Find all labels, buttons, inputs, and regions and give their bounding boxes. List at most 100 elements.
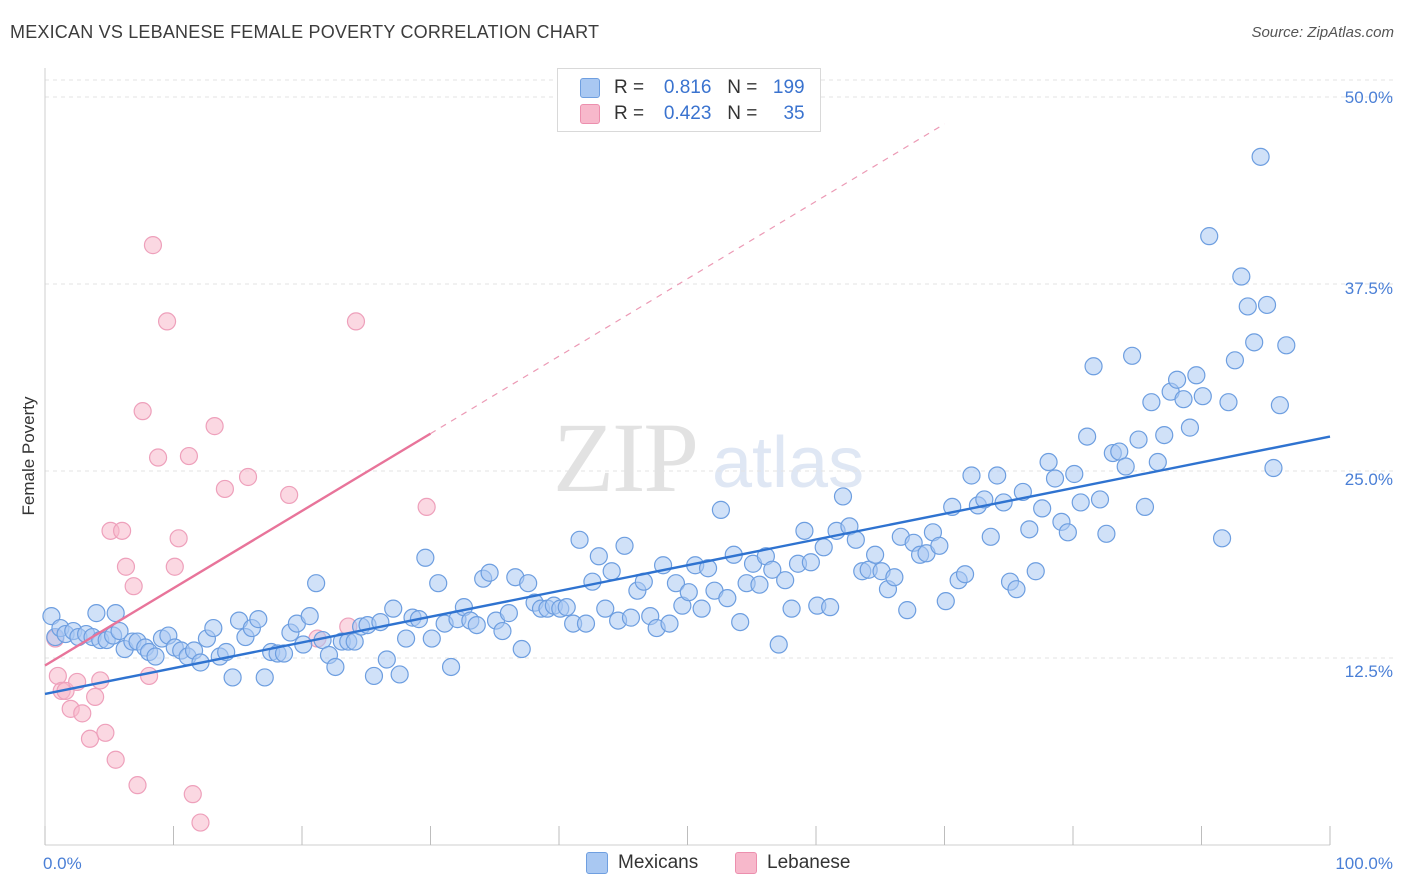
- trend-lines: [44, 123, 1331, 696]
- mexicans-point: [384, 599, 403, 618]
- mexicans-point: [1078, 427, 1097, 446]
- mexicans-point: [1251, 147, 1270, 166]
- mexicans-point: [975, 490, 994, 509]
- mexicans-point: [87, 604, 106, 623]
- y-tick-label-25: 25.0%: [1345, 470, 1393, 489]
- watermark-zip: ZIP: [553, 402, 699, 513]
- mexicans-point: [711, 500, 731, 519]
- mexicans-point: [1187, 366, 1206, 385]
- mexicans-point: [763, 560, 782, 579]
- mexicans-point: [1110, 442, 1129, 461]
- mexicans-point: [821, 598, 840, 617]
- mexicans-point: [1270, 396, 1289, 415]
- lebanese-point: [215, 479, 234, 499]
- lebanese-point: [238, 467, 258, 487]
- mexicans-point: [519, 574, 538, 593]
- mexicans-point: [377, 650, 396, 669]
- mexicans-point: [146, 647, 165, 666]
- lebanese-point: [157, 312, 177, 331]
- mexicans-point: [249, 610, 268, 629]
- mexicans-point: [621, 608, 641, 627]
- lebanese-point: [191, 813, 210, 832]
- mexicans-point: [255, 668, 274, 687]
- lebanese-legend-label: Lebanese: [767, 852, 851, 873]
- mexicans-point: [223, 668, 242, 687]
- lebanese-points: [46, 236, 436, 832]
- mexicans-point: [898, 601, 917, 620]
- mexicans-point: [1097, 524, 1116, 543]
- lebanese-legend-swatch: [735, 852, 757, 874]
- mexicans-point: [1200, 227, 1219, 246]
- mexicans-point: [731, 612, 750, 632]
- mexicans-point: [110, 621, 129, 641]
- lebanese-swatch: [580, 104, 600, 124]
- y-tick-label-37-5: 37.5%: [1345, 279, 1393, 298]
- mexicans-point: [750, 575, 769, 594]
- mexicans-point: [1007, 580, 1026, 599]
- mexicans-point: [782, 599, 801, 618]
- y-tick-label-50: 50.0%: [1345, 88, 1393, 107]
- lebanese-point: [86, 687, 105, 706]
- mexicans-point: [718, 589, 737, 608]
- mexicans-point: [441, 657, 461, 677]
- mexicans-point: [1129, 430, 1148, 449]
- r-value: 0.816: [663, 77, 712, 98]
- r-label: R =: [614, 103, 645, 124]
- lebanese-point: [48, 666, 67, 686]
- lebanese-point: [116, 557, 136, 576]
- mexicans-point: [557, 598, 576, 617]
- lebanese-point: [80, 729, 100, 748]
- mexicans-point: [300, 607, 319, 626]
- mexicans-point: [493, 621, 512, 641]
- mexicans-point: [1232, 267, 1251, 286]
- mexicans-point: [936, 592, 955, 611]
- mexicans-point: [1033, 499, 1052, 518]
- mexicans-point: [1180, 418, 1200, 437]
- mexicans-point: [1116, 457, 1135, 476]
- lebanese-point: [169, 529, 188, 548]
- legend-item-mexicans: Mexicans: [586, 852, 698, 874]
- mexicans-point: [499, 604, 518, 623]
- lebanese-point: [148, 448, 168, 467]
- mexicans-point: [885, 568, 904, 587]
- mexicans-point: [1264, 458, 1283, 478]
- mexicans-point: [698, 559, 718, 578]
- mexicans-point: [1142, 393, 1161, 412]
- lebanese-point: [139, 666, 159, 686]
- tick-marks: [44, 826, 1331, 845]
- mexicans-point: [583, 572, 602, 591]
- mexicans-point: [429, 574, 448, 593]
- lebanese-point: [96, 723, 115, 742]
- mexicans-point: [480, 563, 499, 582]
- lebanese-point: [112, 521, 132, 540]
- mexicans-point: [467, 615, 486, 635]
- lebanese-point: [280, 485, 299, 505]
- mexicans-point: [422, 629, 441, 648]
- mexicans-point: [1058, 523, 1077, 542]
- axes: [44, 68, 1330, 846]
- lebanese-trendline: [44, 432, 432, 667]
- n-value: 199: [772, 77, 805, 98]
- mexicans-legend-swatch: [586, 852, 608, 874]
- mexicans-point: [679, 583, 698, 602]
- mexicans-point: [1277, 336, 1296, 355]
- lebanese-point: [205, 417, 224, 436]
- x-tick-label-100: 100.0%: [1335, 854, 1393, 873]
- chart-title: MEXICAN VS LEBANESE FEMALE POVERTY CORRE…: [10, 22, 600, 42]
- mexicans-point: [1084, 357, 1103, 376]
- source-credit: Source: ZipAtlas.com: [1251, 24, 1394, 41]
- lebanese-point: [417, 497, 436, 517]
- mexicans-point: [1219, 393, 1238, 412]
- x-tick-label-0: 0.0%: [43, 854, 82, 873]
- mexicans-point: [1212, 529, 1232, 548]
- mexicans-point: [1245, 333, 1264, 352]
- n-label: N =: [727, 77, 758, 98]
- mexicans-point: [1225, 351, 1245, 370]
- mexicans-point: [1193, 387, 1212, 406]
- lebanese-trendline-extension: [430, 123, 945, 435]
- mexicans-point: [396, 629, 416, 648]
- mexicans-point: [390, 665, 409, 684]
- mexicans-point: [602, 562, 621, 581]
- lebanese-point: [124, 577, 143, 596]
